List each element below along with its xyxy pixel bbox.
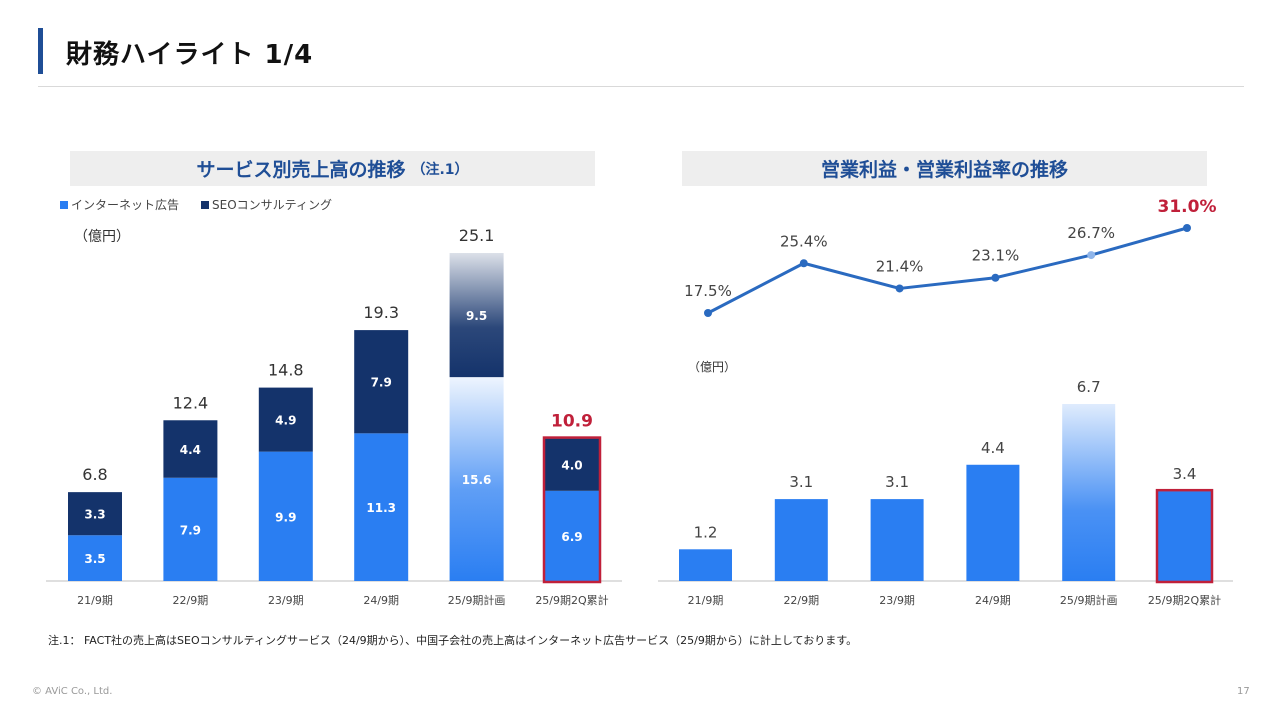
sales-bar-internet-ads [163,477,218,581]
margin-line-segment [802,261,902,290]
profit-bar [774,499,828,581]
sales-bar-seo [163,420,218,478]
sales-unit-label: （億円） [74,229,130,245]
margin-point [704,309,712,317]
margin-point [895,284,904,293]
profit-value-label: 3.1 [885,473,909,491]
profit-category-label: 24/9期 [975,594,1011,607]
title-accent-bar [38,28,43,74]
sales-bar-seo [354,330,409,434]
sales-panel-title: サービス別売上高の推移 [196,159,406,181]
sales-panel-note: （注.1） [411,161,469,178]
profit-value-label: 1.2 [694,523,718,541]
margin-line-segment [1089,226,1189,257]
profit-bar [1062,404,1116,581]
sales-bar-seo [258,387,313,452]
sales-category-label: 24/9期 [363,594,399,607]
footnote: 注.1： FACT社の売上高はSEOコンサルティングサービス（24/9期から）、… [48,634,858,647]
sales-total-label: 12.4 [173,393,209,412]
sales-category-label: 21/9期 [77,594,113,607]
legend-item-internet-ads: インターネット広告 [60,196,179,213]
profit-panel-title: 営業利益・営業利益率の推移 [820,159,1068,181]
sales-bar-internet-ads [354,433,409,581]
sales-highlight-frame [542,436,602,584]
margin-line-segment [993,253,1093,280]
sales-total-label: 10.9 [551,412,593,432]
margin-value-label: 17.5% [684,282,732,300]
sales-total-label: 19.3 [363,303,399,322]
margin-line-segment [898,276,997,290]
margin-value-label: 23.1% [972,247,1020,265]
margin-point [1183,224,1191,232]
legend-label-seo: SEOコンサルティング [212,198,332,212]
margin-line-segment [706,261,806,315]
legend-swatch-internet-ads [60,200,68,209]
profit-category-label: 25/9期2Q累計 [1148,593,1221,607]
profit-value-label: 3.4 [1173,465,1197,483]
profit-unit-label: （億円） [688,360,737,374]
sales-legend: インターネット広告 SEOコンサルティング [60,196,332,213]
margin-point [1087,251,1096,260]
sales-bar-internet-ads [449,377,504,581]
profit-category-label: 23/9期 [879,594,915,607]
sales-panel-header: サービス別売上高の推移 （注.1） [70,151,595,186]
margin-value-label: 25.4% [780,232,828,250]
sales-value-seo: 4.0 [561,459,582,473]
profit-value-label: 4.4 [981,439,1005,457]
sales-category-label: 23/9期 [268,594,304,607]
legend-swatch-seo [201,200,210,209]
sales-total-label: 6.8 [82,465,107,484]
profit-category-label: 21/9期 [688,594,724,607]
sales-value-internet-ads: 9.9 [275,510,296,524]
profit-value-label: 6.7 [1077,378,1101,396]
sales-total-label: 25.1 [459,226,495,245]
sales-bar-seo [545,438,599,491]
legend-label-internet-ads: インターネット広告 [71,198,180,212]
sales-bar-internet-ads [258,451,313,581]
page-title: 財務ハイライト 1/4 [66,40,314,70]
sales-bar-seo [449,253,504,378]
sales-value-seo: 9.5 [466,309,487,323]
profit-value-label: 3.1 [789,473,813,491]
sales-value-internet-ads: 3.5 [84,552,105,566]
sales-value-seo: 7.9 [371,376,392,390]
sales-total-label: 14.8 [268,361,304,380]
profit-bar [966,464,1020,581]
copyright: © AViC Co., Ltd. [32,686,113,697]
sales-bar-internet-ads [545,490,599,581]
sales-category-label: 25/9期計画 [448,593,506,607]
profit-category-label: 25/9期計画 [1060,593,1118,607]
margin-value-label: 26.7% [1067,224,1115,242]
profit-bar [1158,491,1211,581]
sales-bar-seo [68,492,122,536]
sales-value-internet-ads: 7.9 [180,523,201,537]
sales-value-seo: 4.4 [180,443,201,457]
page-number: 17 [1237,686,1250,697]
sales-bar-internet-ads [68,535,122,581]
margin-value-label: 21.4% [876,257,924,275]
sales-value-internet-ads: 11.3 [366,501,396,515]
sales-value-internet-ads: 15.6 [462,473,492,487]
profit-bar [870,499,924,581]
sales-category-label: 22/9期 [173,594,209,607]
profit-bar [679,549,732,581]
sales-value-seo: 3.3 [84,508,105,522]
title-divider [38,86,1244,87]
margin-value-label: 31.0% [1158,197,1217,217]
legend-item-seo: SEOコンサルティング [201,196,332,213]
margin-point [799,259,808,268]
profit-panel-header: 営業利益・営業利益率の推移 [682,151,1207,186]
profit-highlight-frame [1155,488,1214,584]
margin-point [991,273,1000,282]
sales-value-seo: 4.9 [275,414,296,428]
sales-value-internet-ads: 6.9 [561,530,582,544]
profit-category-label: 22/9期 [783,594,819,607]
sales-category-label: 25/9期2Q累計 [535,593,608,607]
